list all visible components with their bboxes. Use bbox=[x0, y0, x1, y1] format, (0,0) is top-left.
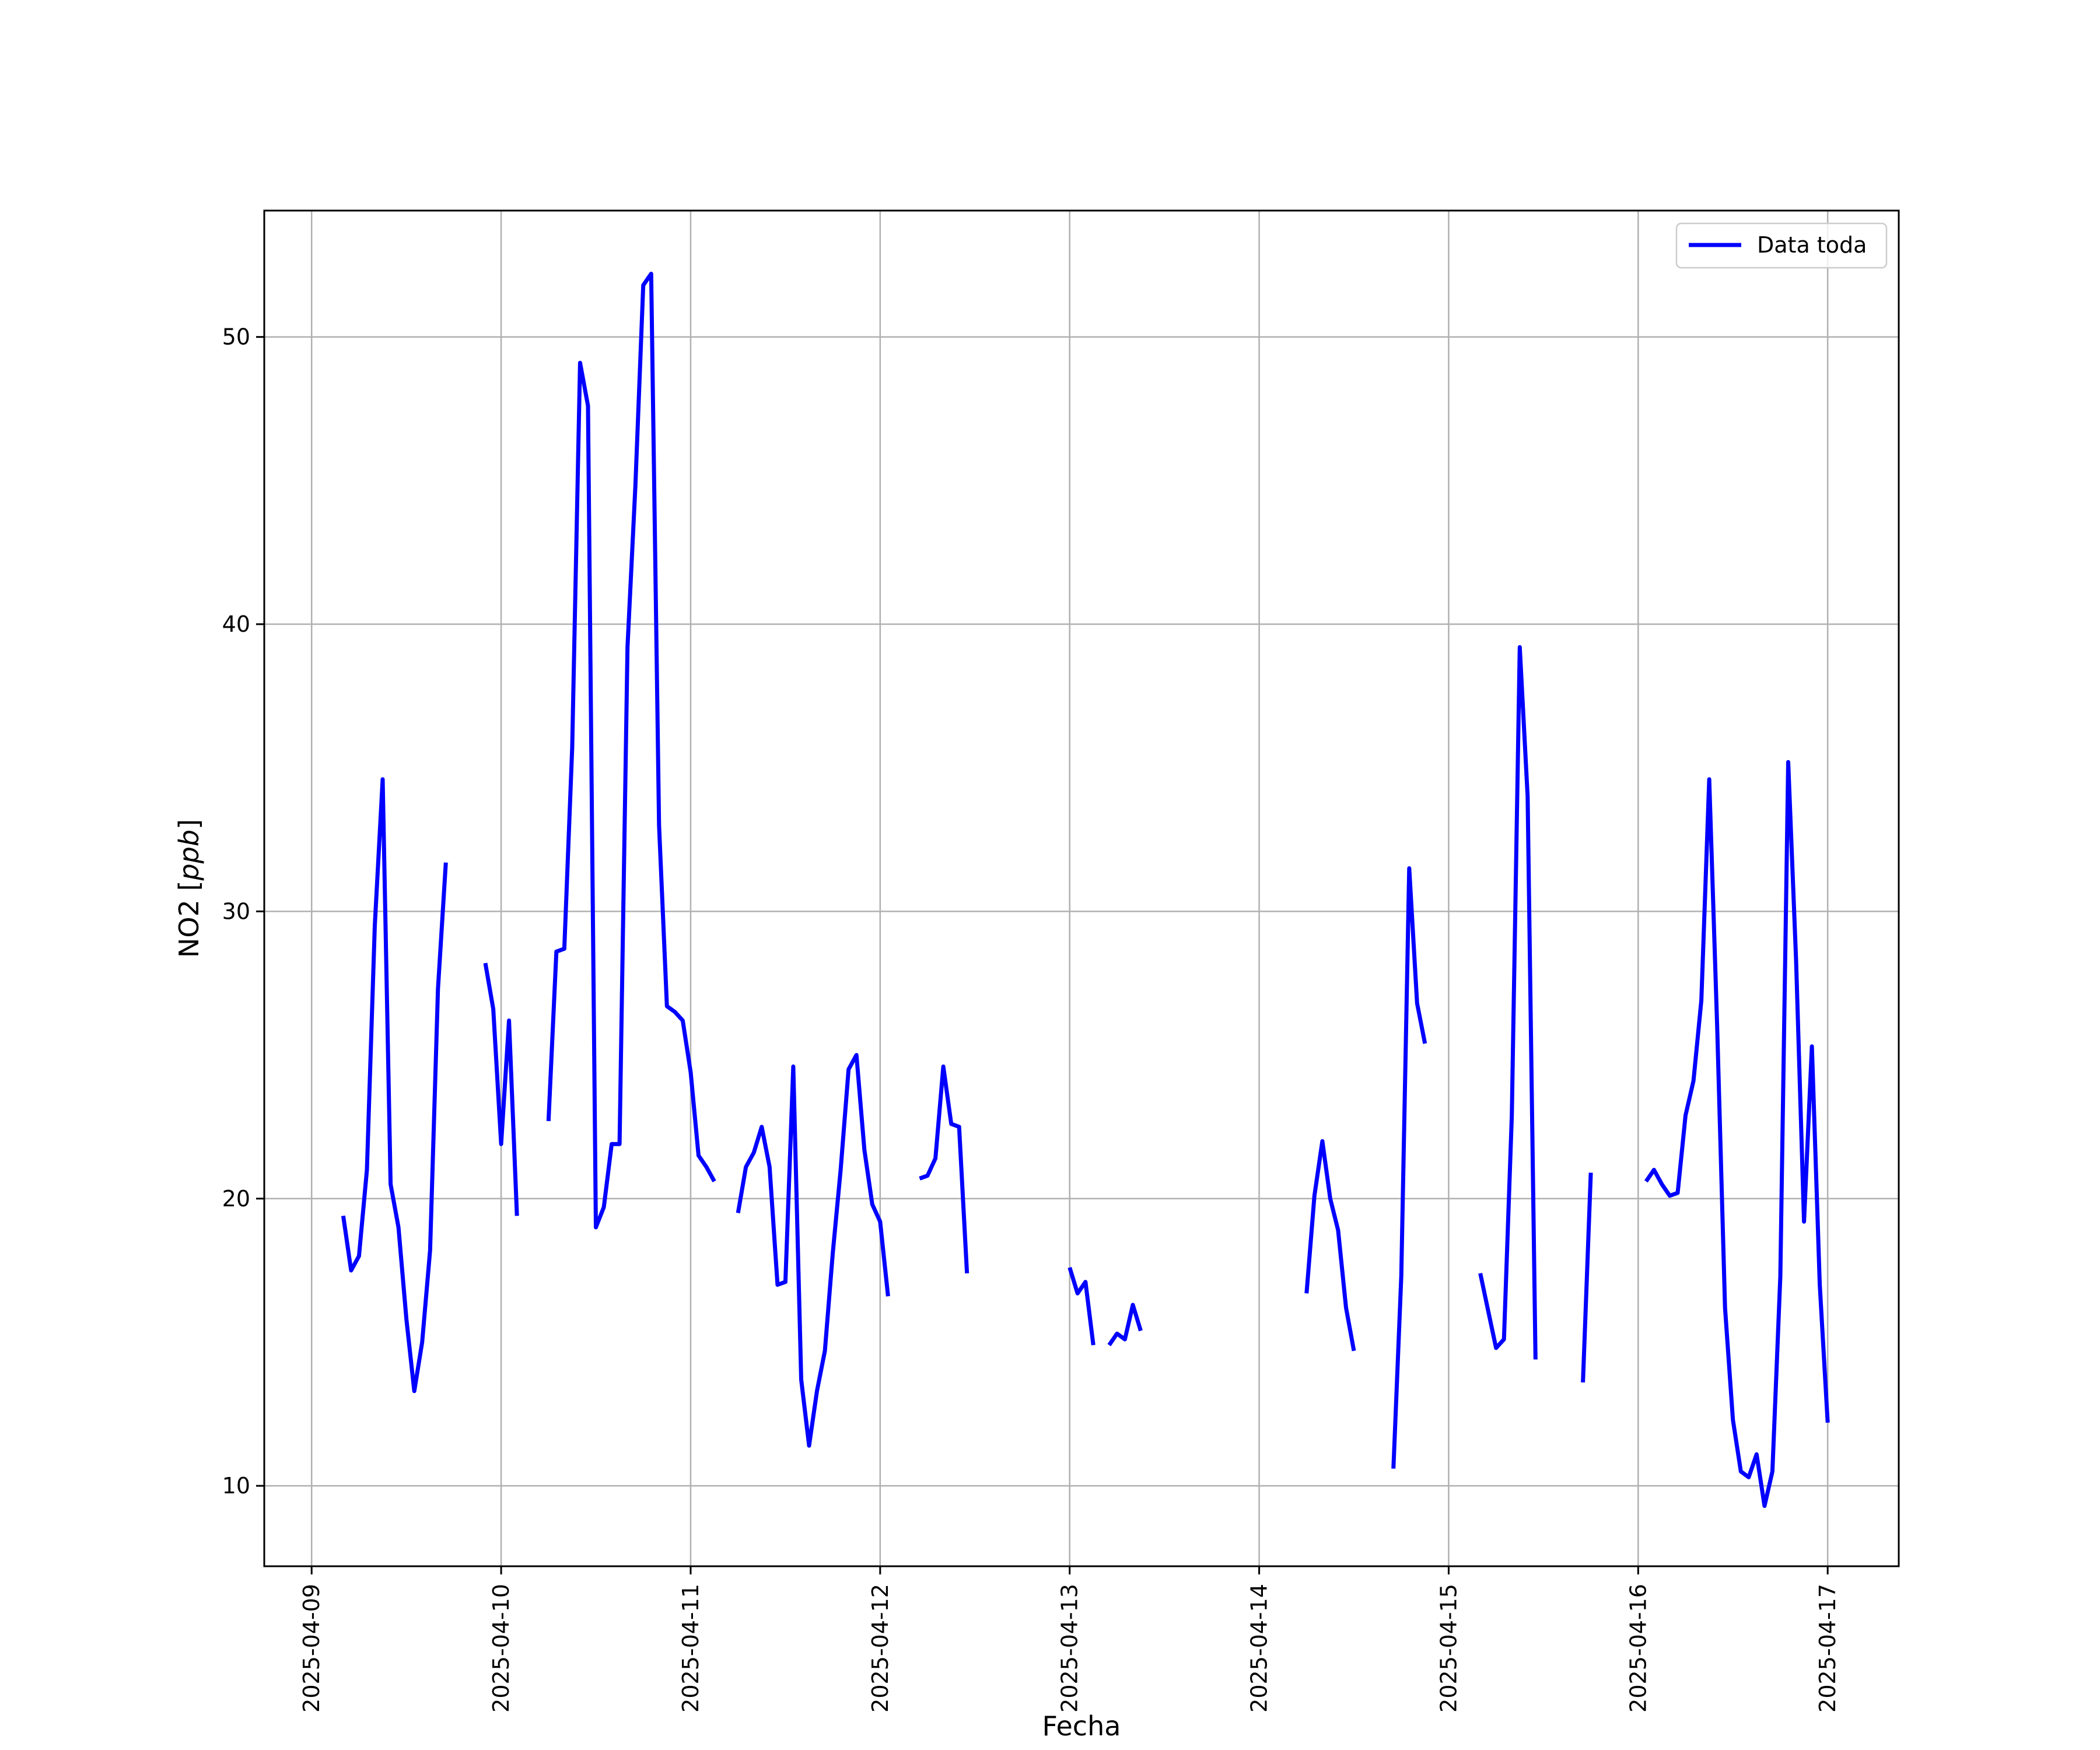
x-tick-label: 2025-04-13 bbox=[1057, 1584, 1083, 1713]
series-line-segment bbox=[1391, 866, 1427, 1469]
series-line-segment bbox=[736, 1053, 890, 1448]
x-tick-label: 2025-04-15 bbox=[1436, 1584, 1461, 1713]
y-tick-label: 30 bbox=[222, 898, 250, 924]
y-axis: 10 20 30 40 50 bbox=[222, 324, 264, 1499]
x-axis: 2025-04-09 2025-04-10 2025-04-11 2025-04-12… bbox=[299, 1566, 1840, 1713]
x-tick-label: 2025-04-09 bbox=[299, 1584, 324, 1713]
y-tick-label: 20 bbox=[222, 1186, 250, 1212]
legend-box bbox=[1675, 222, 1888, 269]
series-line-segment bbox=[1644, 760, 1830, 1508]
x-tick-label: 2025-04-17 bbox=[1815, 1584, 1840, 1713]
y-axis-label-unit: ppb bbox=[173, 830, 205, 881]
x-axis-label: Fecha bbox=[1042, 1710, 1121, 1742]
x-tick-label: 2025-04-12 bbox=[867, 1584, 893, 1713]
axes-frame bbox=[263, 209, 1900, 1567]
series-line-segment bbox=[1304, 1139, 1356, 1352]
y-tick-label: 40 bbox=[222, 611, 250, 637]
series-line-segment bbox=[1581, 1172, 1593, 1383]
x-tick-label: 2025-04-10 bbox=[488, 1584, 514, 1713]
y-axis-label-name: NO2 bbox=[173, 900, 205, 958]
series-line-segment bbox=[483, 963, 519, 1216]
grid bbox=[264, 211, 1899, 1566]
y-tick-label: 50 bbox=[222, 324, 250, 350]
y-axis-label: NO2 [ppb] bbox=[173, 819, 205, 958]
series-line-segment bbox=[341, 777, 448, 1394]
x-tick-label: 2025-04-14 bbox=[1247, 1584, 1272, 1713]
x-tick-label: 2025-04-16 bbox=[1625, 1584, 1651, 1713]
y-tick-label: 10 bbox=[222, 1473, 250, 1499]
series-line-segment bbox=[1478, 645, 1538, 1360]
series-line-segment bbox=[546, 271, 716, 1230]
legend-entry: Data toda bbox=[1757, 232, 1867, 258]
legend: Data toda bbox=[1675, 222, 1888, 269]
series-line-segment bbox=[1068, 1266, 1096, 1346]
series-line-segment bbox=[919, 1064, 970, 1273]
x-tick-label: 2025-04-11 bbox=[678, 1584, 704, 1713]
plot-area bbox=[341, 271, 1830, 1508]
series-line-segment bbox=[1107, 1303, 1143, 1346]
